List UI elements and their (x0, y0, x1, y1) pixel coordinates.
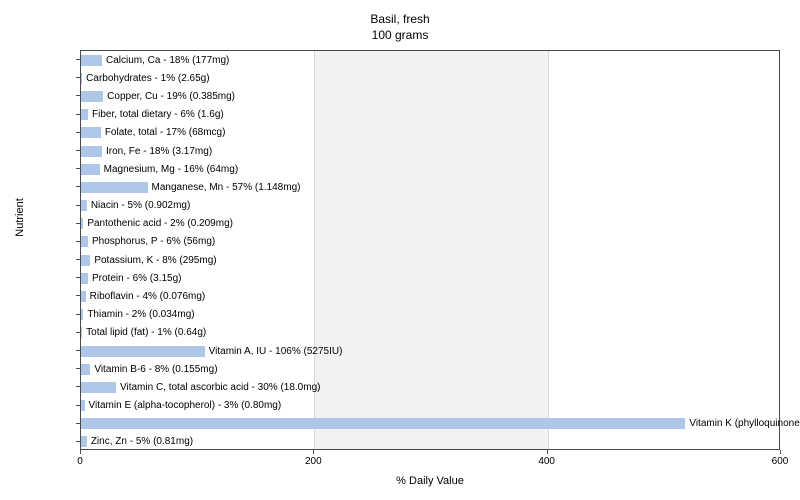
nutrient-label: Vitamin B-6 - 8% (0.155mg) (90, 364, 217, 375)
nutrient-label: Copper, Cu - 19% (0.385mg) (103, 91, 235, 102)
nutrient-chart: Basil, fresh 100 grams Calcium, Ca - 18%… (0, 0, 800, 500)
nutrient-bar (81, 346, 205, 357)
nutrient-label: Zinc, Zn - 5% (0.81mg) (87, 436, 193, 447)
nutrient-label: Vitamin C, total ascorbic acid - 30% (18… (116, 382, 320, 393)
nutrient-bar (81, 146, 102, 157)
nutrient-label: Fiber, total dietary - 6% (1.6g) (88, 109, 224, 120)
nutrient-label: Total lipid (fat) - 1% (0.64g) (82, 327, 206, 338)
bar-row: Riboflavin - 4% (0.076mg) (81, 289, 781, 303)
bar-row: Niacin - 5% (0.902mg) (81, 199, 781, 213)
nutrient-label: Thiamin - 2% (0.034mg) (83, 309, 194, 320)
nutrient-label: Riboflavin - 4% (0.076mg) (86, 291, 206, 302)
nutrient-label: Vitamin A, IU - 106% (5275IU) (205, 346, 343, 357)
nutrient-bar (81, 91, 103, 102)
nutrient-label: Pantothenic acid - 2% (0.209mg) (83, 218, 233, 229)
bar-row: Calcium, Ca - 18% (177mg) (81, 53, 781, 67)
bar-row: Copper, Cu - 19% (0.385mg) (81, 89, 781, 103)
nutrient-bar (81, 109, 88, 120)
bar-row: Fiber, total dietary - 6% (1.6g) (81, 108, 781, 122)
nutrient-bar (81, 55, 102, 66)
plot-area: Calcium, Ca - 18% (177mg) Carbohydrates -… (80, 50, 780, 450)
bar-row: Vitamin K (phylloquinone) - 518% (414.8m… (81, 417, 781, 431)
nutrient-label: Vitamin K (phylloquinone) - 518% (414.8m… (685, 418, 800, 429)
nutrient-bar (81, 418, 685, 429)
nutrient-label: Carbohydrates - 1% (2.65g) (82, 73, 209, 84)
nutrient-bar (81, 127, 101, 138)
chart-title: Basil, fresh 100 grams (0, 0, 800, 43)
nutrient-bar (81, 364, 90, 375)
bar-row: Carbohydrates - 1% (2.65g) (81, 71, 781, 85)
xtick-label: 0 (77, 456, 83, 467)
bar-row: Total lipid (fat) - 1% (0.64g) (81, 326, 781, 340)
xtick-label: 400 (538, 456, 555, 467)
nutrient-bar (81, 236, 88, 247)
x-axis-label: % Daily Value (396, 475, 464, 487)
bar-row: Potassium, K - 8% (295mg) (81, 253, 781, 267)
nutrient-bar (81, 273, 88, 284)
xtick-label: 600 (772, 456, 789, 467)
nutrient-bar (81, 182, 148, 193)
bar-row: Vitamin B-6 - 8% (0.155mg) (81, 362, 781, 376)
bar-row: Iron, Fe - 18% (3.17mg) (81, 144, 781, 158)
bar-row: Vitamin A, IU - 106% (5275IU) (81, 344, 781, 358)
title-line-1: Basil, fresh (0, 12, 800, 28)
nutrient-label: Potassium, K - 8% (295mg) (90, 255, 216, 266)
nutrient-label: Niacin - 5% (0.902mg) (87, 200, 190, 211)
title-line-2: 100 grams (0, 28, 800, 44)
nutrient-label: Manganese, Mn - 57% (1.148mg) (148, 182, 301, 193)
bar-row: Magnesium, Mg - 16% (64mg) (81, 162, 781, 176)
bar-row: Manganese, Mn - 57% (1.148mg) (81, 180, 781, 194)
nutrient-label: Magnesium, Mg - 16% (64mg) (100, 164, 239, 175)
bar-row: Folate, total - 17% (68mcg) (81, 126, 781, 140)
nutrient-bar (81, 255, 90, 266)
bar-row: Zinc, Zn - 5% (0.81mg) (81, 435, 781, 449)
nutrient-bar (81, 164, 100, 175)
bar-row: Vitamin C, total ascorbic acid - 30% (18… (81, 380, 781, 394)
nutrient-bar (81, 382, 116, 393)
nutrient-label: Calcium, Ca - 18% (177mg) (102, 55, 229, 66)
bar-row: Thiamin - 2% (0.034mg) (81, 308, 781, 322)
nutrient-label: Folate, total - 17% (68mcg) (101, 127, 226, 138)
bar-row: Vitamin E (alpha-tocopherol) - 3% (0.80m… (81, 399, 781, 413)
nutrient-label: Protein - 6% (3.15g) (88, 273, 182, 284)
nutrient-label: Iron, Fe - 18% (3.17mg) (102, 146, 212, 157)
xtick-label: 200 (305, 456, 322, 467)
nutrient-label: Phosphorus, P - 6% (56mg) (88, 236, 215, 247)
nutrient-label: Vitamin E (alpha-tocopherol) - 3% (0.80m… (85, 400, 282, 411)
y-axis-label: Nutrient (14, 198, 26, 237)
bar-row: Pantothenic acid - 2% (0.209mg) (81, 217, 781, 231)
bar-row: Protein - 6% (3.15g) (81, 271, 781, 285)
bar-row: Phosphorus, P - 6% (56mg) (81, 235, 781, 249)
